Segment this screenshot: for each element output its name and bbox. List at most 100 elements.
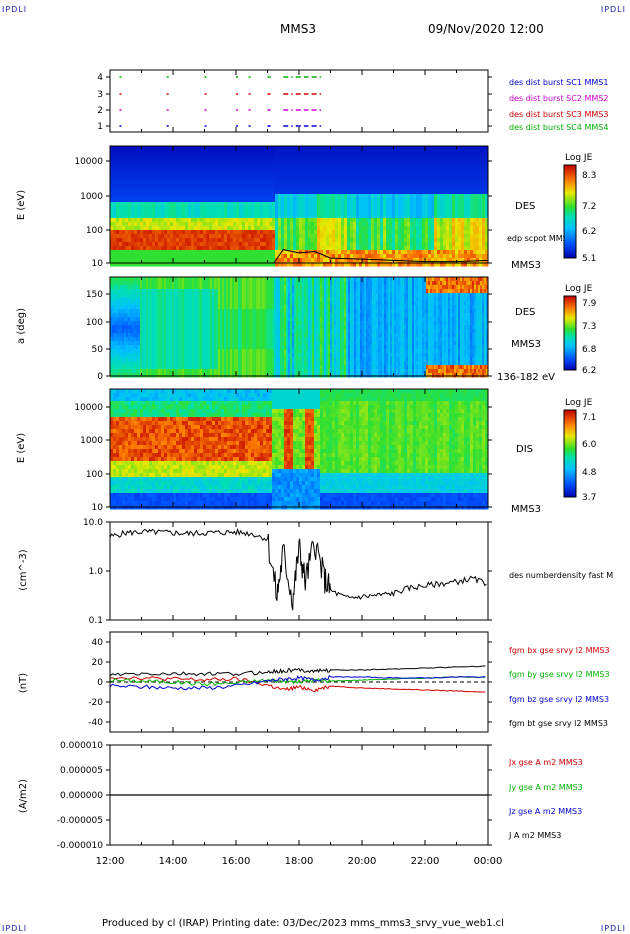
spectrogram-cell — [344, 262, 348, 267]
spectrogram-cell — [224, 178, 228, 183]
spectrogram-cell — [341, 222, 345, 227]
spectrogram-cell — [476, 210, 480, 215]
spectrogram-cell — [182, 301, 185, 306]
spectrogram-cell — [152, 337, 155, 342]
spectrogram-cell — [197, 246, 201, 251]
spectrogram-cell — [446, 166, 450, 171]
spectrogram-cell — [320, 226, 324, 231]
spectrogram-cell — [206, 186, 210, 191]
spectrogram-cell — [227, 234, 231, 239]
spectrogram-cell — [148, 349, 151, 354]
spectrogram-cell — [122, 174, 126, 179]
spectrogram-cell — [170, 285, 173, 290]
spectrogram-cell — [164, 313, 167, 318]
spectrogram-cell — [203, 250, 207, 255]
spectrogram-cell — [437, 166, 441, 171]
spectrogram-cell — [482, 162, 486, 167]
spectrogram-cell — [275, 182, 279, 187]
spectrogram-cell — [146, 258, 150, 263]
spectrogram-cell — [150, 357, 153, 362]
spectrogram-cell — [410, 254, 414, 259]
spectrogram-cell — [164, 158, 168, 163]
spectrogram-cell — [112, 281, 115, 286]
spectrogram-cell — [125, 198, 129, 203]
spectrogram-cell — [449, 210, 453, 215]
spectrogram-cell — [392, 202, 396, 207]
spectrogram-cell — [110, 321, 113, 326]
spectrogram-cell — [380, 202, 384, 207]
spectrogram-cell — [134, 174, 138, 179]
spectrogram-cell — [116, 146, 120, 151]
spectrogram-cell — [248, 178, 252, 183]
spectrogram-cell — [398, 146, 402, 151]
spectrogram-cell — [446, 226, 450, 231]
spectrogram-cell — [374, 258, 378, 263]
spectrogram-cell — [374, 194, 378, 199]
spectrogram-cell — [398, 238, 402, 243]
spectrogram-cell — [148, 345, 151, 350]
spectrogram-cell — [162, 313, 165, 318]
spectrogram-cell — [146, 262, 150, 267]
spectrogram-cell — [446, 258, 450, 263]
spectrogram-cell — [206, 166, 210, 171]
spectrogram-cell — [122, 297, 125, 302]
spectrogram-cell — [380, 234, 384, 239]
spectrogram-cell — [452, 154, 456, 159]
spectrogram-cell — [166, 357, 169, 362]
spectrogram-cell — [353, 262, 357, 267]
spectrogram-cell — [407, 178, 411, 183]
spectrogram-cell — [311, 186, 315, 191]
spectrogram-cell — [162, 321, 165, 326]
spectrogram-cell — [482, 238, 486, 243]
spectrogram-cell — [136, 333, 139, 338]
spectrogram-cell — [344, 222, 348, 227]
spectrogram-cell — [263, 242, 267, 247]
spectrogram-cell — [152, 329, 155, 334]
spectrogram-cell — [179, 238, 183, 243]
spectrogram-cell — [164, 174, 168, 179]
spectrogram-cell — [160, 309, 163, 314]
spectrogram-cell — [184, 285, 187, 290]
spectrogram-cell — [389, 230, 393, 235]
spectrogram-cell — [431, 214, 435, 219]
spectrogram-cell — [254, 206, 258, 211]
spectrogram-cell — [329, 238, 333, 243]
spectrogram-cell — [143, 218, 147, 223]
spectrogram-cell — [110, 178, 114, 183]
spectrogram-cell — [269, 146, 273, 151]
spectrogram-cell — [404, 222, 408, 227]
spectrogram-cell — [126, 365, 129, 370]
spectrogram-cell — [314, 210, 318, 215]
spectrogram-cell — [434, 202, 438, 207]
spectrogram-cell — [455, 250, 459, 255]
spectrogram-cell — [128, 206, 132, 211]
spectrogram-cell — [287, 186, 291, 191]
spectrogram-cell — [112, 373, 115, 378]
spectrogram-cell — [179, 250, 183, 255]
spectrogram-cell — [356, 178, 360, 183]
spectrogram-cell — [203, 186, 207, 191]
spectrogram-cell — [191, 210, 195, 215]
spectrogram-cell — [122, 230, 126, 235]
spectrogram-cell — [114, 341, 117, 346]
spectrogram-cell — [458, 158, 462, 163]
spectrogram-cell — [120, 369, 123, 374]
spectrogram-cell — [359, 246, 363, 251]
spectrogram-cell — [166, 313, 169, 318]
spectrogram-cell — [407, 210, 411, 215]
spectrogram-cell — [320, 162, 324, 167]
spectrogram-cell — [428, 158, 432, 163]
spectrogram-cell — [407, 182, 411, 187]
spectrogram-cell — [446, 154, 450, 159]
spectrogram-cell — [380, 170, 384, 175]
spectrogram-cell — [410, 222, 414, 227]
spectrogram-cell — [353, 170, 357, 175]
spectrogram-cell — [335, 234, 339, 239]
spectrogram-cell — [428, 170, 432, 175]
spectrogram-cell — [212, 230, 216, 235]
spectrogram-cell — [260, 234, 264, 239]
spectrogram-cell — [272, 170, 276, 175]
spectrogram-cell — [162, 333, 165, 338]
spectrogram-cell — [128, 317, 131, 322]
spectrogram-cell — [437, 190, 441, 195]
